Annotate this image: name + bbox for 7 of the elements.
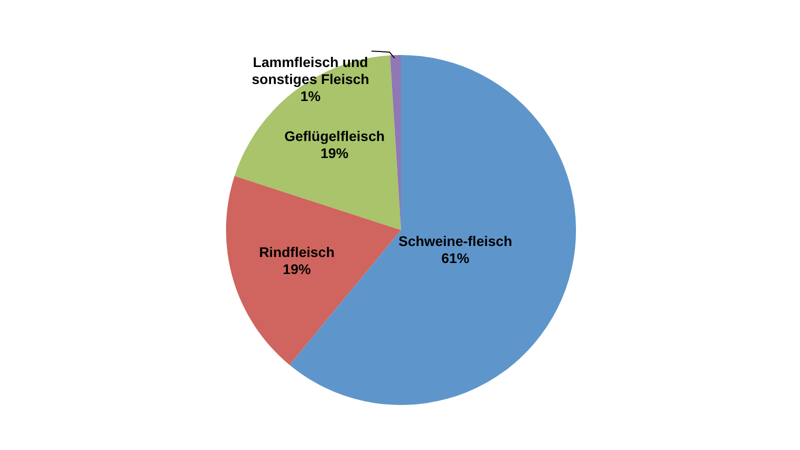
slice-label: Geflügelfleisch xyxy=(284,128,385,144)
slice-label: Rindfleisch xyxy=(259,244,335,260)
data-label: 19% xyxy=(320,144,350,161)
slice-label: Schweine-fleisch xyxy=(398,233,512,250)
data-label: 1% xyxy=(300,88,322,104)
data-label: 61% xyxy=(441,250,470,266)
data-label: 19% xyxy=(282,260,312,277)
